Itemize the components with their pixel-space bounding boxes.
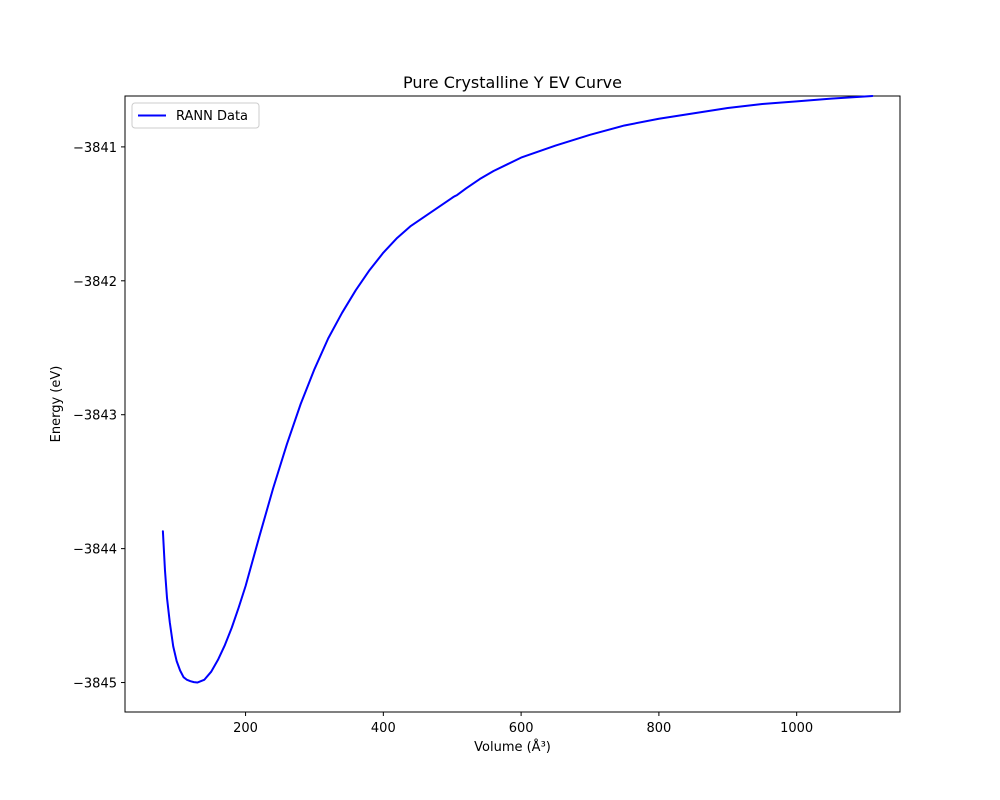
y-axis-label: Energy (eV) (49, 366, 64, 443)
y-tick-label: −3844 (73, 543, 117, 558)
legend-label: RANN Data (176, 109, 248, 124)
y-tick-label: −3841 (73, 141, 117, 156)
chart-title: Pure Crystalline Y EV Curve (403, 73, 622, 92)
plot-area-frame (124, 95, 901, 713)
series-layer (161, 95, 874, 684)
x-tick-label: 200 (233, 721, 258, 736)
y-tick-label: −3842 (73, 275, 117, 290)
y-tick-label: −3845 (73, 677, 117, 692)
x-tick-label: 800 (646, 721, 671, 736)
x-tick-label: 1000 (780, 721, 813, 736)
y-axis-ticks: −3845 −3844 −3843 −3842 −3841 (73, 141, 125, 692)
series-line (161, 95, 874, 684)
y-tick-label: −3843 (73, 409, 117, 424)
x-tick-label: 400 (371, 721, 396, 736)
x-tick-label: 600 (509, 721, 534, 736)
legend-box (131, 102, 260, 129)
legend: RANN Data (131, 102, 260, 129)
x-axis-label: Volume (Å³) (474, 739, 551, 755)
x-axis-ticks: 200 400 600 800 1000 (233, 712, 813, 736)
